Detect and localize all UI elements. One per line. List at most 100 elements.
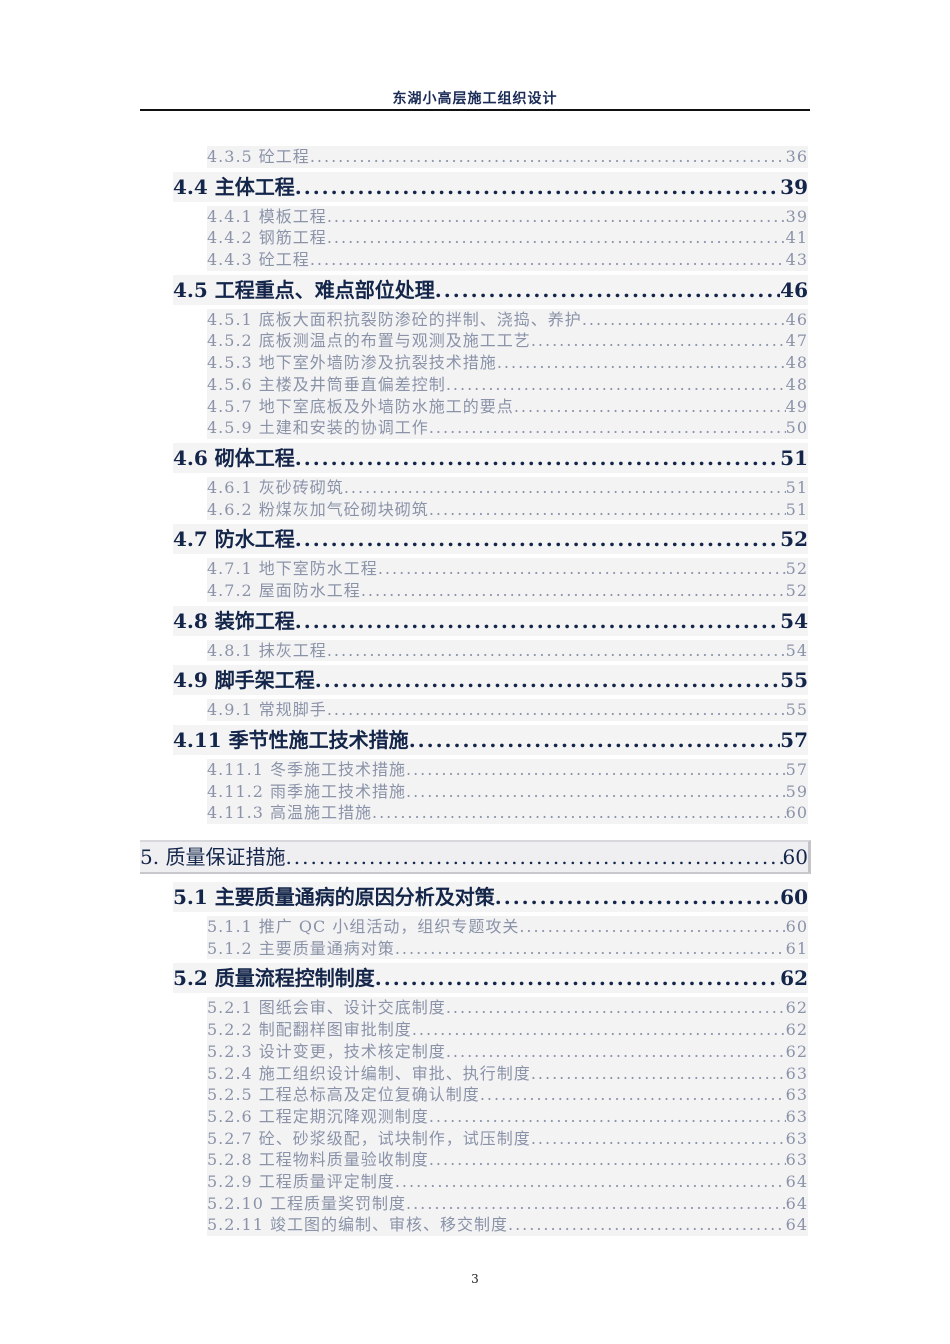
dot-leader: ........................................… bbox=[405, 781, 786, 801]
toc-entry-level-3[interactable]: 4.5.7 地下室底板及外墙防水施工的要点...................… bbox=[207, 395, 808, 418]
toc-entry-level-2[interactable]: 5.1 主要质量通病的原因分析及对策......................… bbox=[173, 882, 808, 913]
toc-entry-level-3[interactable]: 4.11.2 雨季施工技术措施.........................… bbox=[207, 780, 808, 803]
toc-entry-level-3[interactable]: 5.2.11 竣工图的编制、审核、移交制度...................… bbox=[207, 1214, 808, 1236]
toc-entry-level-3[interactable]: 4.5.3 地下室外墙防渗及抗裂技术措施....................… bbox=[207, 352, 808, 374]
toc-entry-level-2[interactable]: 4.4 主体工程................................… bbox=[173, 171, 808, 202]
dot-leader: ........................................… bbox=[507, 1215, 786, 1235]
toc-entry-page: 64 bbox=[785, 1171, 808, 1191]
toc-entry-level-3[interactable]: 4.9.1 常规脚手..............................… bbox=[207, 699, 808, 721]
toc-entry-level-3[interactable]: 5.2.1 图纸会审、设计交底制度.......................… bbox=[207, 997, 808, 1020]
toc-entry-page: 62 bbox=[780, 966, 808, 991]
toc-entry-level-3[interactable]: 4.5.1 底板大面积抗裂防渗砼的拌制、浇捣、养护...............… bbox=[207, 308, 808, 331]
toc-entry-level-3[interactable]: 4.4.3 砼工程...............................… bbox=[207, 249, 808, 271]
toc-entry-page: 49 bbox=[785, 396, 808, 416]
toc-entry-level-3[interactable]: 5.2.6 工程定期沉降观测制度........................… bbox=[207, 1105, 808, 1128]
toc-entry-page: 60 bbox=[785, 803, 808, 823]
toc-entry-level-1[interactable]: 5. 质量保证措施...............................… bbox=[140, 840, 811, 875]
toc-entry-level-2[interactable]: 4.6 砌体工程................................… bbox=[173, 442, 808, 473]
toc-entry-page: 36 bbox=[785, 147, 808, 166]
toc-entry-title: 4.9 脚手架工程 bbox=[173, 668, 315, 693]
toc-entry-level-2[interactable]: 4.11 季节性施工技术措施..........................… bbox=[173, 725, 808, 755]
toc-entry-title: 4.7 防水工程 bbox=[173, 527, 295, 552]
toc-entry-page: 62 bbox=[785, 1041, 808, 1061]
page-number: 3 bbox=[471, 1272, 479, 1286]
toc-entry-level-3[interactable]: 5.1.1 推广 QC 小组活动，组织专题攻关.................… bbox=[207, 916, 808, 938]
dot-leader: ........................................… bbox=[294, 527, 780, 552]
toc-entry-page: 63 bbox=[785, 1063, 808, 1083]
toc-entry-level-2[interactable]: 4.9 脚手架工程...............................… bbox=[173, 665, 808, 696]
toc-entry-level-3[interactable]: 4.7.1 地下室防水工程...........................… bbox=[207, 558, 808, 580]
toc-entry-title: 5.1 主要质量通病的原因分析及对策 bbox=[173, 885, 495, 910]
page-header: 东湖小高层施工组织设计 bbox=[392, 91, 558, 107]
toc-entry-level-3[interactable]: 5.2.4 施工组织设计编制、审批、执行制度..................… bbox=[207, 1062, 808, 1085]
toc-entry-page: 43 bbox=[785, 250, 808, 270]
dot-leader: ........................................… bbox=[445, 998, 786, 1018]
toc-entry-page: 62 bbox=[785, 998, 808, 1018]
dot-leader: ........................................… bbox=[294, 174, 780, 199]
toc-entry-title: 4.5 工程重点、难点部位处理 bbox=[173, 277, 435, 302]
toc-entry-page: 60 bbox=[785, 917, 808, 937]
toc-entry-level-3[interactable]: 5.1.2 主要质量通病对策..........................… bbox=[207, 937, 808, 960]
toc-entry-page: 46 bbox=[780, 277, 808, 302]
toc-entry-title: 4.6.2 粉煤灰加气砼砌块砌筑 bbox=[207, 499, 429, 519]
toc-entry-page: 47 bbox=[785, 331, 808, 351]
dot-leader: ........................................… bbox=[530, 1063, 786, 1083]
toc-entry-level-2[interactable]: 4.8 装饰工程................................… bbox=[173, 605, 808, 636]
toc-entry-level-3[interactable]: 5.2.2 制配翻样图审批制度.........................… bbox=[207, 1019, 808, 1041]
dot-leader: ........................................… bbox=[411, 1020, 786, 1040]
toc-entry-page: 54 bbox=[785, 640, 808, 660]
toc-entry-level-3[interactable]: 4.8.1 抹灰工程..............................… bbox=[207, 639, 808, 662]
toc-entry-level-3[interactable]: 5.2.5 工程总标高及定位复确认制度.....................… bbox=[207, 1084, 808, 1106]
toc-entry-title: 4.5.7 地下室底板及外墙防水施工的要点 bbox=[207, 396, 514, 416]
dot-leader: ........................................… bbox=[519, 917, 785, 937]
toc-entry-level-3[interactable]: 5.2.10 工程质量奖罚制度.........................… bbox=[207, 1192, 808, 1215]
toc-entry-level-3[interactable]: 4.11.1 冬季施工技术措施.........................… bbox=[207, 759, 808, 781]
dot-leader: ........................................… bbox=[343, 477, 786, 497]
toc-entry-level-3[interactable]: 4.3.5 砼工程...............................… bbox=[207, 146, 808, 168]
header-divider bbox=[140, 109, 810, 111]
toc-entry-level-3[interactable]: 5.2.7 砼、砂浆级配，试块制作，试压制度..................… bbox=[207, 1127, 808, 1150]
dot-leader: ........................................… bbox=[513, 396, 786, 416]
toc-entry-title: 4.8 装饰工程 bbox=[173, 608, 295, 633]
toc-entry-title: 4.11.2 雨季施工技术措施 bbox=[207, 781, 406, 801]
dot-leader: ........................................… bbox=[394, 938, 786, 958]
dot-leader: ........................................… bbox=[496, 353, 786, 373]
toc-entry-page: 46 bbox=[785, 309, 808, 329]
toc-entry-level-3[interactable]: 4.4.2 钢筋工程..............................… bbox=[207, 227, 808, 250]
toc-entry-title: 5.2.11 竣工图的编制、审核、移交制度 bbox=[207, 1215, 508, 1235]
dot-leader: ........................................… bbox=[428, 1150, 786, 1170]
toc-entry-title: 4.5.2 底板测温点的布置与观测及施工工艺 bbox=[207, 331, 531, 351]
toc-entry-level-3[interactable]: 4.11.3 高温施工措施...........................… bbox=[207, 802, 808, 825]
dot-leader: ........................................… bbox=[530, 1128, 786, 1148]
toc-entry-level-2[interactable]: 4.5 工程重点、难点部位处理.........................… bbox=[173, 274, 808, 305]
toc-entry-title: 5.2.9 工程质量评定制度 bbox=[207, 1171, 395, 1191]
toc-entry-level-3[interactable]: 4.6.1 灰砂砖砌筑.............................… bbox=[207, 476, 808, 499]
dot-leader: ........................................… bbox=[374, 966, 781, 991]
toc-entry-level-3[interactable]: 4.4.1 模板工程..............................… bbox=[207, 205, 808, 228]
toc-entry-level-3[interactable]: 5.2.8 工程物料质量验收制度........................… bbox=[207, 1149, 808, 1171]
dot-leader: ........................................… bbox=[445, 374, 786, 394]
toc-entry-level-3[interactable]: 5.2.9 工程质量评定制度..........................… bbox=[207, 1170, 808, 1193]
toc-entry-title: 5. 质量保证措施 bbox=[140, 845, 286, 870]
toc-entry-page: 64 bbox=[785, 1193, 808, 1213]
toc-entry-page: 60 bbox=[782, 845, 808, 870]
toc-entry-level-3[interactable]: 4.5.9 土建和安装的协调工作........................… bbox=[207, 417, 808, 439]
toc-entry-level-3[interactable]: 4.5.2 底板测温点的布置与观测及施工工艺..................… bbox=[207, 330, 808, 353]
toc-entry-page: 52 bbox=[780, 527, 808, 552]
dot-leader: ........................................… bbox=[530, 331, 786, 351]
toc-entry-title: 4.5.3 地下室外墙防渗及抗裂技术措施 bbox=[207, 353, 497, 373]
dot-leader: ........................................… bbox=[428, 418, 786, 438]
toc-entry-level-2[interactable]: 5.2 质量流程控制制度............................… bbox=[173, 963, 808, 994]
toc-entry-page: 57 bbox=[785, 760, 808, 779]
toc-entry-title: 4.8.1 抹灰工程 bbox=[207, 640, 327, 660]
toc-entry-level-3[interactable]: 5.2.3 设计变更，技术核定制度.......................… bbox=[207, 1040, 808, 1063]
dot-leader: ........................................… bbox=[326, 228, 786, 248]
toc-entry-level-3[interactable]: 4.7.2 屋面防水工程............................… bbox=[207, 579, 808, 602]
toc-entry-level-3[interactable]: 4.6.2 粉煤灰加气砼砌块砌筑........................… bbox=[207, 498, 808, 521]
toc-entry-level-2[interactable]: 4.7 防水工程................................… bbox=[173, 524, 808, 555]
toc-entry-title: 5.1.1 推广 QC 小组活动，组织专题攻关 bbox=[207, 917, 520, 937]
dot-leader: ........................................… bbox=[314, 668, 781, 693]
dot-leader: ........................................… bbox=[326, 640, 786, 660]
toc-entry-title: 5.1.2 主要质量通病对策 bbox=[207, 938, 395, 958]
toc-entry-level-3[interactable]: 4.5.6 主楼及井筒垂直偏差控制.......................… bbox=[207, 373, 808, 396]
